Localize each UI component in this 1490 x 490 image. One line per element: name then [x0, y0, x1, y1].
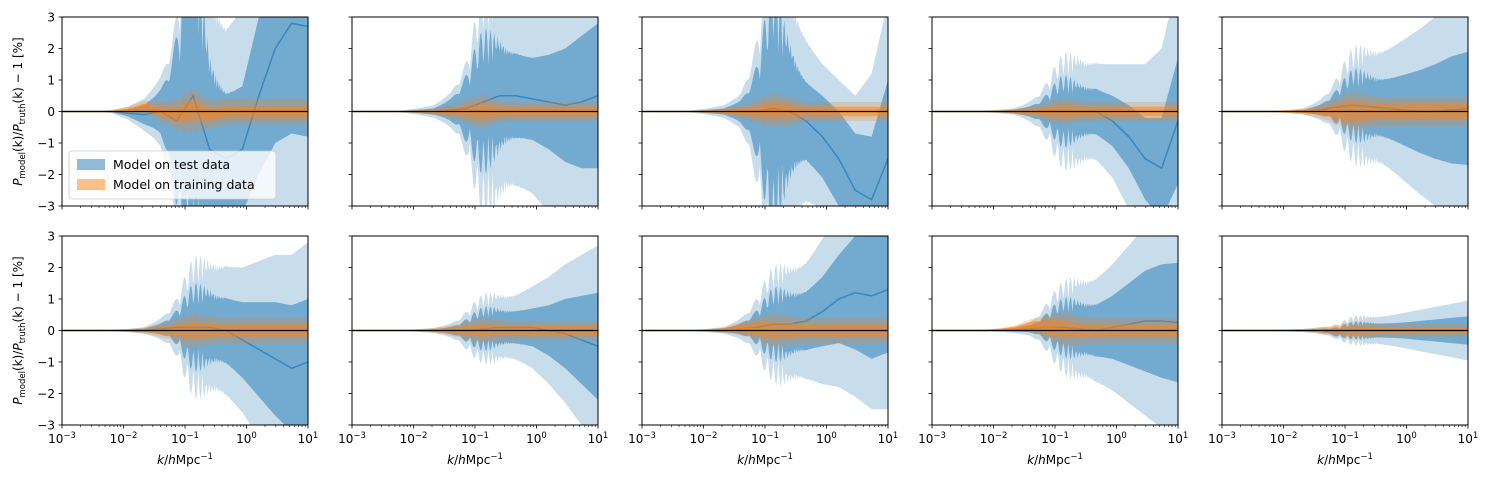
plot-area: [62, 242, 308, 425]
x-tick-label: 101: [878, 431, 899, 446]
legend: Model on test data Model on training data: [68, 150, 277, 200]
y-tick-label: 2: [47, 42, 55, 56]
y-tick-label: −1: [37, 355, 55, 369]
plot-area: [932, 236, 1178, 425]
test-band-1sigma: [642, 17, 888, 206]
panels: −3 −2 −1 0 1 2 3 Pmodel(k)/Ptruth(k) − 1 [%] Mod…: [11, 10, 1479, 467]
x-tick-label: 10−1: [171, 431, 199, 446]
test-band-1sigma: [352, 292, 598, 400]
y-axis-label: Pmodel(k)/Ptruth(k) − 1 [%]: [11, 256, 28, 404]
legend-swatch-1: [77, 179, 105, 190]
x-tick-label: 10−3: [628, 431, 656, 446]
x-tick-label: 10−2: [690, 431, 718, 446]
y-tick-label: 1: [47, 292, 55, 306]
x-tick-label: 10−3: [48, 431, 76, 446]
x-tick-label: 10−1: [1331, 431, 1359, 446]
x-axis-label: k/hMpc−1: [447, 452, 503, 467]
y-axis-label: Pmodel(k)/Ptruth(k) − 1 [%]: [11, 37, 28, 185]
x-tick-label: 100: [1106, 431, 1127, 446]
test-band-1sigma: [352, 23, 598, 175]
panel-r1-c4: 10−3 10−2 10−1 100 101 k/hMpc−1: [1208, 235, 1479, 467]
x-tick-label: 100: [1396, 431, 1417, 446]
x-tick-label: 101: [298, 431, 319, 446]
panel-r0-c4: [1218, 16, 1469, 210]
plot-area: [352, 17, 598, 206]
y-tick-label: −3: [37, 418, 55, 432]
x-tick-label: 10−2: [110, 431, 138, 446]
plot-area: [1222, 17, 1468, 206]
y-tick-label: −3: [37, 199, 55, 213]
panel-r1-c1: 10−3 10−2 10−1 100 101 k/hMpc−1: [338, 235, 609, 467]
x-axis-label: k/hMpc−1: [1027, 452, 1083, 467]
x-tick-label: 100: [526, 431, 547, 446]
x-tick-label: 100: [236, 431, 257, 446]
y-tick-label: 1: [47, 73, 55, 87]
legend-entry-1: Model on training data: [113, 177, 255, 192]
legend-swatch-0: [77, 159, 105, 170]
plot-area: [932, 17, 1178, 206]
x-tick-label: 101: [1168, 431, 1189, 446]
y-tick-label: −2: [37, 168, 55, 182]
x-tick-label: 101: [1458, 431, 1479, 446]
panel-r0-c2: [638, 16, 889, 210]
panel-r1-c0: −3 −2 −1 0 1 2 3 10−3 10−2 10−1 100 101 k/hMpc−1 Pmod…: [11, 229, 319, 467]
test-band-1sigma: [62, 282, 308, 425]
x-tick-label: 10−2: [1270, 431, 1298, 446]
x-tick-label: 10−2: [980, 431, 1008, 446]
x-axis-label: k/hMpc−1: [737, 452, 793, 467]
x-tick-label: 10−2: [400, 431, 428, 446]
x-tick-label: 100: [816, 431, 837, 446]
test-band-1sigma: [932, 57, 1178, 206]
panel-r0-c0: −3 −2 −1 0 1 2 3 Pmodel(k)/Ptruth(k) − 1 [%] Mod…: [11, 10, 309, 213]
legend-box: [68, 150, 277, 200]
x-tick-label: 10−3: [338, 431, 366, 446]
x-axis-label: k/hMpc−1: [157, 452, 213, 467]
panel-r1-c3: 10−3 10−2 10−1 100 101 k/hMpc−1: [918, 235, 1189, 467]
y-tick-label: 0: [47, 324, 55, 338]
y-tick-label: −2: [37, 387, 55, 401]
x-tick-label: 10−3: [918, 431, 946, 446]
plot-area: [642, 236, 888, 410]
panel-r0-c3: [928, 16, 1179, 210]
plot-area: [642, 17, 888, 206]
x-axis-label: k/hMpc−1: [1317, 452, 1373, 467]
x-tick-label: 101: [588, 431, 609, 446]
y-tick-label: −1: [37, 136, 55, 150]
x-tick-label: 10−1: [461, 431, 489, 446]
plot-area: [1222, 300, 1468, 361]
plot-area: [352, 245, 598, 425]
x-tick-label: 10−1: [1041, 431, 1069, 446]
y-tick-label: 2: [47, 261, 55, 275]
panel-r1-c2: 10−3 10−2 10−1 100 101 k/hMpc−1: [628, 235, 899, 467]
test-band-1sigma: [62, 17, 308, 206]
y-tick-label: 3: [47, 10, 55, 24]
x-tick-label: 10−1: [751, 431, 779, 446]
y-tick-label: 3: [47, 229, 55, 243]
legend-entry-0: Model on test data: [113, 157, 230, 172]
y-tick-label: 0: [47, 105, 55, 119]
x-tick-label: 10−3: [1208, 431, 1236, 446]
panel-r0-c1: [348, 16, 599, 210]
